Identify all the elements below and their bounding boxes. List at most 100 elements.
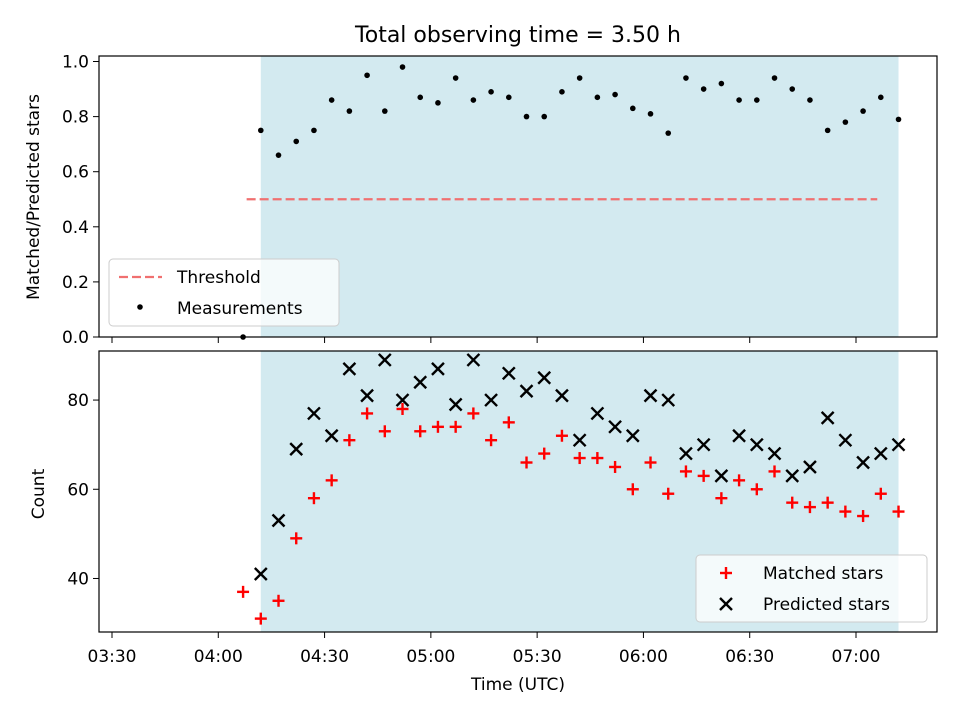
matched-star-point	[768, 465, 781, 478]
predicted-star-point	[608, 419, 622, 434]
predicted-star-point	[749, 437, 764, 452]
measurement-point	[824, 127, 831, 134]
matched-star-point	[254, 612, 267, 625]
predicted-mark-b	[484, 393, 498, 407]
predicted-star-point	[679, 446, 693, 461]
matched-star-point	[502, 416, 515, 429]
measurement-point	[435, 100, 441, 106]
matched-star-point	[538, 447, 551, 460]
measurement-point	[541, 113, 548, 120]
predicted-mark-b	[643, 388, 658, 403]
y-tick-label: 0.2	[62, 273, 89, 293]
predicted-mark-b	[342, 361, 357, 376]
predicted-mark-b	[838, 433, 853, 448]
predicted-mark-b	[625, 428, 640, 443]
legend-matched-label: Matched stars	[763, 564, 883, 584]
measurement-point	[399, 64, 406, 70]
predicted-mark-b	[307, 406, 321, 421]
x-tick-label: 04:00	[194, 647, 243, 667]
predicted-mark-b	[413, 375, 428, 390]
legend-predicted-label: Predicted stars	[763, 595, 890, 615]
predicted-mark-b	[431, 361, 445, 376]
legend-matched-swatch	[720, 567, 732, 579]
predicted-mark-b	[501, 366, 516, 381]
count-legend-box	[695, 554, 928, 623]
predicted-mark-b	[732, 428, 746, 443]
matched-star-point	[662, 487, 675, 500]
predicted-star-point	[856, 455, 870, 470]
measurements-series	[240, 64, 902, 340]
predicted-mark-b	[395, 393, 410, 407]
predicted-mark-b	[466, 353, 481, 367]
predicted-star-point	[342, 361, 357, 376]
measurement-point	[293, 138, 300, 145]
predicted-mark-b	[537, 370, 552, 385]
predicted-star-point	[289, 442, 304, 456]
count-y-ticks: 40 60 80	[67, 391, 99, 589]
measurement-point	[736, 97, 742, 103]
measurement-point	[311, 127, 317, 134]
predicted-star-point	[466, 353, 481, 367]
predicted-star-point	[572, 433, 587, 448]
predicted-star-point	[448, 397, 463, 412]
matched-stars-series	[237, 402, 905, 625]
ratio-panel-shaded-span	[260, 56, 899, 337]
matched-star-point	[786, 496, 799, 509]
measurement-point	[364, 72, 370, 79]
x-tick-label: 03:30	[88, 647, 137, 667]
predicted-mark-b	[661, 393, 676, 407]
measurement-point	[612, 91, 618, 98]
matched-star-point	[325, 474, 338, 487]
predicted-mark-b	[360, 388, 374, 403]
x-tick-label: 06:30	[725, 647, 774, 667]
predicted-mark-b	[377, 353, 392, 367]
measurement-point	[860, 108, 866, 114]
measurement-point	[683, 75, 689, 81]
matched-star-point	[485, 434, 498, 447]
matched-star-point	[272, 594, 285, 607]
matched-star-point	[467, 407, 480, 420]
predicted-mark-b	[803, 460, 817, 474]
ratio-legend-box	[108, 258, 340, 327]
measurement-point	[789, 86, 796, 92]
predicted-star-point	[271, 513, 286, 528]
predicted-star-point	[767, 446, 782, 461]
predicted-mark-b	[891, 437, 906, 452]
x-tick-label: 06:00	[619, 647, 668, 667]
predicted-mark-b	[289, 442, 304, 456]
y-tick-label: 0.8	[62, 108, 89, 128]
y-tick-label: 0.6	[62, 163, 89, 183]
predicted-star-point	[838, 433, 853, 448]
measurement-point	[559, 89, 565, 95]
ratio-panel-frame	[98, 55, 938, 338]
matched-star-point	[626, 483, 639, 496]
predicted-star-point	[377, 353, 392, 367]
predicted-mark-b	[856, 455, 870, 470]
predicted-mark-b	[696, 437, 711, 452]
predicted-star-point	[555, 388, 569, 403]
predicted-mark-b	[572, 433, 587, 448]
measurement-point	[878, 94, 884, 101]
ratio-y-label: Matched/Predicted stars	[24, 94, 44, 300]
matched-star-point	[892, 505, 905, 518]
predicted-mark-b	[608, 419, 622, 434]
predicted-star-point	[891, 437, 906, 452]
predicted-star-point	[537, 370, 552, 385]
y-tick-label: 1.0	[62, 53, 89, 73]
measurement-point	[807, 97, 813, 103]
measurement-point	[842, 119, 849, 125]
x-tick-label: 05:00	[406, 647, 455, 667]
ratio-x-ticks	[111, 337, 857, 343]
predicted-mark-b	[820, 411, 835, 425]
matched-star-point	[431, 420, 444, 433]
matched-star-point	[290, 532, 303, 545]
matched-star-point	[396, 402, 409, 415]
predicted-mark-b	[253, 567, 268, 581]
matched-star-point	[857, 510, 870, 523]
predicted-star-point	[803, 460, 817, 474]
measurement-point	[647, 111, 654, 117]
predicted-star-point	[431, 361, 445, 376]
matched-star-point	[414, 425, 427, 438]
measurement-point	[258, 127, 264, 134]
predicted-stars-series	[253, 353, 906, 581]
